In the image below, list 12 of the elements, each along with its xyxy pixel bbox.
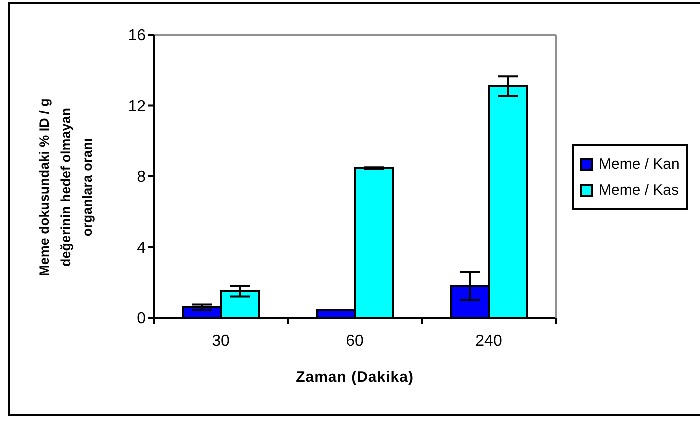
legend-label: Meme / Kan xyxy=(599,156,680,172)
y-tick-label: 16 xyxy=(128,28,146,45)
x-tick-label: 60 xyxy=(346,333,364,350)
x-tick-label: 240 xyxy=(476,333,502,350)
y-axis-title: Meme dokusundaki % ID / g değerinin hedef olmayan organlara oranı xyxy=(37,98,95,276)
y-tick-label: 4 xyxy=(137,240,146,257)
y-tick-label: 12 xyxy=(128,98,146,116)
x-axis-title: Zaman (Dakika) xyxy=(296,369,414,386)
y-tick-label: 8 xyxy=(137,169,146,186)
y-tick-label: 0 xyxy=(137,310,146,328)
x-tick-label: 30 xyxy=(212,333,230,350)
legend-label: Meme / Kas xyxy=(599,182,680,198)
